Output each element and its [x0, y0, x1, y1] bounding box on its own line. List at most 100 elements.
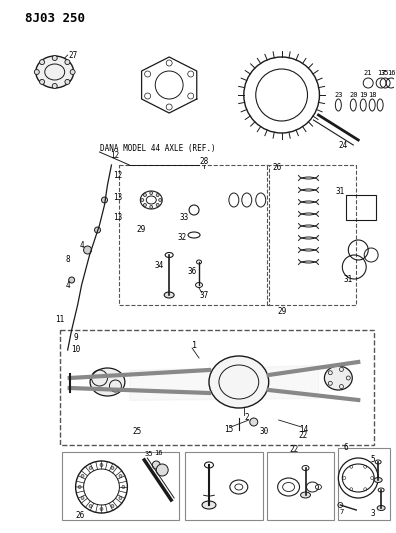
- Ellipse shape: [90, 368, 125, 396]
- Circle shape: [150, 206, 153, 208]
- Bar: [185, 452, 263, 520]
- Bar: [338, 448, 390, 520]
- Text: 4: 4: [65, 280, 70, 289]
- Text: 13: 13: [113, 193, 122, 203]
- Text: 30: 30: [259, 427, 268, 437]
- Circle shape: [89, 466, 92, 470]
- Bar: [62, 452, 179, 520]
- Text: 31: 31: [344, 276, 353, 285]
- Text: 25: 25: [133, 427, 142, 437]
- Circle shape: [34, 69, 39, 75]
- Text: 29: 29: [277, 308, 286, 317]
- Ellipse shape: [164, 292, 174, 298]
- Circle shape: [69, 277, 74, 283]
- Ellipse shape: [209, 356, 269, 408]
- Text: 16: 16: [387, 70, 395, 76]
- Text: 15: 15: [224, 425, 234, 434]
- Text: 21: 21: [364, 70, 373, 76]
- Circle shape: [101, 197, 107, 203]
- Circle shape: [143, 204, 147, 206]
- Text: 27: 27: [69, 51, 78, 60]
- Ellipse shape: [374, 478, 382, 482]
- Text: 4: 4: [79, 240, 84, 249]
- Bar: [120, 165, 269, 305]
- Text: 14: 14: [299, 425, 308, 434]
- Circle shape: [52, 84, 57, 88]
- Text: 13: 13: [113, 214, 122, 222]
- Text: 35: 35: [145, 451, 154, 457]
- Circle shape: [40, 60, 45, 64]
- Circle shape: [122, 486, 125, 489]
- Circle shape: [100, 507, 103, 511]
- Circle shape: [40, 79, 45, 84]
- Circle shape: [81, 497, 84, 499]
- Bar: [346, 195, 376, 220]
- Text: 23: 23: [334, 92, 343, 98]
- Text: 31: 31: [336, 188, 345, 197]
- Text: 33: 33: [179, 213, 189, 222]
- Ellipse shape: [301, 492, 310, 498]
- Ellipse shape: [202, 501, 216, 509]
- Text: 19: 19: [359, 92, 367, 98]
- Circle shape: [156, 464, 168, 476]
- Ellipse shape: [36, 56, 74, 88]
- Text: 12: 12: [110, 150, 119, 159]
- Text: 22: 22: [299, 431, 308, 440]
- Text: 7: 7: [339, 509, 343, 515]
- Text: 10: 10: [71, 345, 80, 354]
- Text: 24: 24: [339, 141, 348, 149]
- Circle shape: [143, 193, 147, 197]
- Circle shape: [152, 461, 160, 469]
- Circle shape: [150, 191, 153, 195]
- Text: 22: 22: [290, 446, 299, 455]
- Circle shape: [119, 474, 122, 478]
- Text: 16: 16: [154, 450, 162, 456]
- Circle shape: [78, 486, 81, 489]
- Text: 26: 26: [272, 164, 281, 173]
- Text: 26: 26: [75, 511, 84, 520]
- Text: 9: 9: [73, 334, 78, 343]
- Circle shape: [95, 227, 101, 233]
- Circle shape: [156, 193, 159, 197]
- Text: 32: 32: [177, 232, 187, 241]
- Text: 5: 5: [371, 455, 375, 464]
- Ellipse shape: [324, 366, 352, 390]
- Text: 29: 29: [137, 225, 146, 235]
- Circle shape: [89, 505, 92, 507]
- Text: DANA MODEL 44 AXLE (REF.): DANA MODEL 44 AXLE (REF.): [99, 143, 215, 152]
- Text: 20: 20: [349, 92, 358, 98]
- Text: 18: 18: [368, 92, 377, 98]
- Circle shape: [250, 418, 258, 426]
- Circle shape: [156, 204, 159, 206]
- Circle shape: [159, 198, 162, 201]
- Circle shape: [111, 466, 114, 470]
- Text: 34: 34: [154, 261, 164, 270]
- Text: 2: 2: [244, 414, 249, 423]
- Circle shape: [100, 464, 103, 466]
- Text: 11: 11: [55, 316, 64, 325]
- Circle shape: [119, 497, 122, 499]
- Text: 1: 1: [192, 341, 196, 350]
- Text: 28: 28: [199, 157, 209, 166]
- Circle shape: [141, 198, 144, 201]
- Circle shape: [81, 474, 84, 478]
- Ellipse shape: [377, 505, 385, 511]
- Bar: [267, 452, 334, 520]
- Text: 17: 17: [377, 70, 385, 76]
- Circle shape: [84, 246, 91, 254]
- Circle shape: [52, 55, 57, 61]
- Circle shape: [65, 79, 70, 84]
- Text: 36: 36: [187, 268, 197, 277]
- Text: 3: 3: [371, 508, 375, 518]
- Text: 12: 12: [113, 171, 122, 180]
- Bar: [60, 330, 374, 445]
- Circle shape: [65, 60, 70, 64]
- Circle shape: [111, 505, 114, 507]
- Text: 37: 37: [199, 292, 209, 301]
- Text: 8J03 250: 8J03 250: [25, 12, 85, 25]
- Text: 35: 35: [381, 70, 389, 76]
- Text: 6: 6: [344, 442, 348, 451]
- Text: 8: 8: [65, 255, 70, 264]
- Bar: [267, 165, 356, 305]
- Circle shape: [70, 69, 75, 75]
